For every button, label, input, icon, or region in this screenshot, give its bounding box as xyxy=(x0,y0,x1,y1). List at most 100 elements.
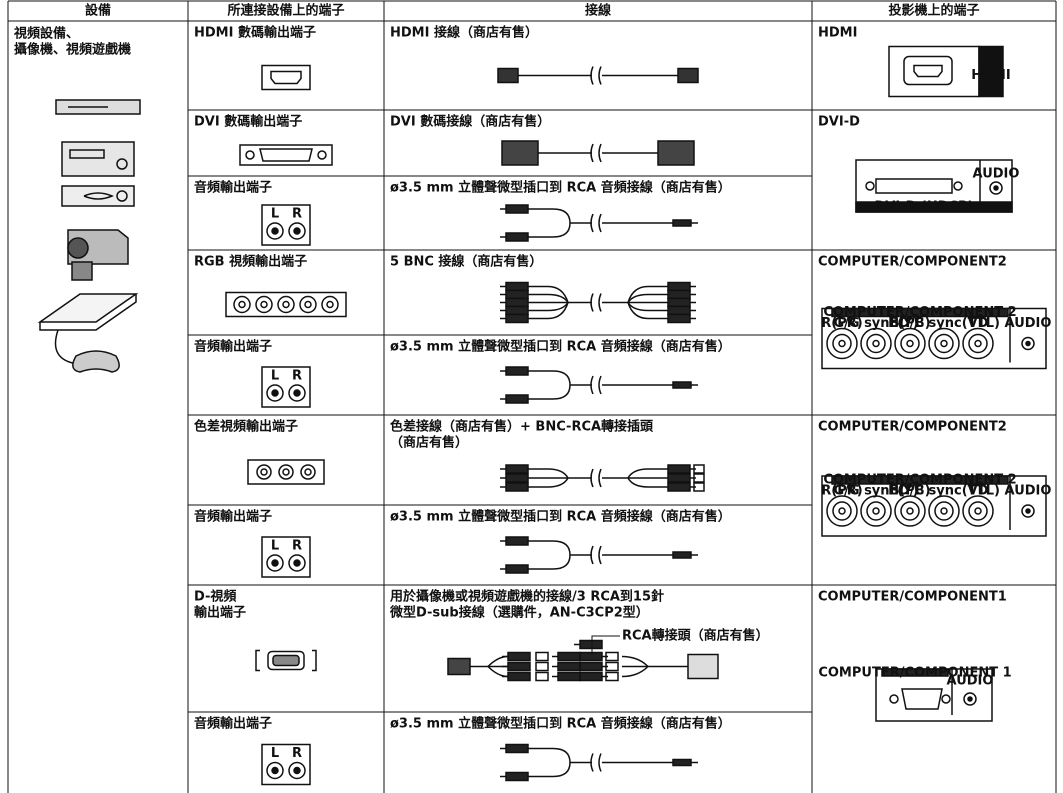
rca-jack-center xyxy=(293,559,301,567)
bnc-jack xyxy=(900,501,920,521)
cable-gap xyxy=(592,292,602,313)
adapter xyxy=(535,651,549,662)
bnc-jack xyxy=(934,333,954,354)
cable-break xyxy=(590,753,602,772)
bnc-jack-center xyxy=(260,300,268,309)
receiver-dial xyxy=(116,190,128,202)
camcorder-lens xyxy=(67,237,89,259)
rca-plug xyxy=(505,394,529,404)
rca-jack-center xyxy=(293,227,301,235)
cable-wire xyxy=(528,540,571,556)
rca-jack-center xyxy=(271,559,279,567)
panel-label: G/G sync(Y) xyxy=(833,316,918,331)
panel-label: COMPUTER/COMPONENT 1 xyxy=(818,666,1011,681)
cable-wire xyxy=(528,747,571,763)
cable-gap xyxy=(592,143,602,163)
mini-plug xyxy=(672,381,692,389)
dvi-plug xyxy=(657,140,695,166)
rca-jack-center xyxy=(304,468,312,476)
rca-plug xyxy=(667,313,691,324)
terminal-name: 音頻輸出端子 xyxy=(194,339,272,355)
panel-label: HD/C sync(TTL) xyxy=(888,484,1000,499)
rca-plug xyxy=(505,366,529,376)
terminal-name: 色差視頻輸出端子 xyxy=(194,419,298,435)
bnc-jack xyxy=(866,501,886,521)
adapter xyxy=(693,482,705,492)
cable-break xyxy=(590,545,602,565)
bnc-jack xyxy=(894,495,926,527)
audio-jack xyxy=(1021,504,1035,518)
panel-label: AUDIO xyxy=(973,167,1020,182)
panel-label: R(PR) xyxy=(821,484,862,499)
adapter xyxy=(605,671,619,682)
bnc-jack xyxy=(962,327,994,360)
dsub-port xyxy=(267,650,305,671)
bnc-jack xyxy=(277,295,295,314)
rca-jack xyxy=(266,222,284,240)
panel-label: AUDIO xyxy=(1005,316,1052,331)
panel-label: AUDIO xyxy=(1005,484,1052,499)
jack-label: L xyxy=(271,746,279,761)
adapter xyxy=(605,661,619,672)
rca-jack-center xyxy=(271,389,279,397)
hdmi-plug xyxy=(497,67,519,84)
mini-plug xyxy=(672,551,692,559)
rca-plug xyxy=(505,305,529,316)
bnc-jack xyxy=(894,327,926,360)
rca-jack xyxy=(266,554,284,572)
cable-name: 用於攝像機或視頻遊戲機的接線/3 RCA到15針 xyxy=(389,589,664,605)
rca-plug xyxy=(505,482,529,492)
cable-wire xyxy=(528,762,571,778)
rca-plug xyxy=(667,464,691,474)
rca-plug xyxy=(505,313,529,324)
equipment-text: 攝像機、視頻遊戲機 xyxy=(14,42,131,58)
receiver-slot xyxy=(83,192,114,200)
jack-label: R xyxy=(292,746,302,761)
cable-name: ø3.5 mm 立體聲微型插口到 RCA 音頻接線（商店有售） xyxy=(390,509,731,525)
dsub-screw xyxy=(941,694,951,704)
cable-wire xyxy=(627,293,668,303)
cable-gap xyxy=(592,545,602,565)
rca-jack-center xyxy=(271,766,279,775)
bnc-jack-center xyxy=(238,300,246,309)
dvi-screw xyxy=(865,181,875,191)
panel-strip xyxy=(831,475,1009,485)
bnc-jack xyxy=(321,295,339,314)
bnc-jack-center xyxy=(326,300,334,309)
audio-terminal xyxy=(261,366,311,408)
dvi-screw xyxy=(317,150,327,160)
vcr-knob xyxy=(116,158,128,170)
cable-break xyxy=(590,375,602,395)
bnc-jack-center xyxy=(872,507,880,515)
terminal-name: 輸出端子 xyxy=(194,605,246,621)
bnc-jack xyxy=(826,495,858,527)
bnc-jack-center xyxy=(906,339,914,348)
bnc-jack-center xyxy=(304,300,312,309)
bnc-jack xyxy=(299,295,317,314)
bnc-jack xyxy=(968,501,988,521)
cable-wire xyxy=(528,554,571,570)
panel-strip xyxy=(881,668,949,677)
terminal-name: D-視頻 xyxy=(194,589,236,605)
header-cell: 接線 xyxy=(585,3,612,19)
jack-label: L xyxy=(271,539,279,554)
rca-plug xyxy=(579,639,603,650)
cable-gap xyxy=(592,468,602,488)
rca-plug xyxy=(557,661,581,672)
rca-plug xyxy=(505,297,529,308)
rca-plug xyxy=(505,743,529,754)
rca-jack xyxy=(256,464,272,480)
bnc-jack xyxy=(832,333,852,354)
rca-plug xyxy=(507,661,531,672)
rca-jack xyxy=(266,384,284,402)
bnc-jack xyxy=(928,327,960,360)
bnc-jack xyxy=(900,333,920,354)
rca-plug xyxy=(505,473,529,483)
dvi-screw xyxy=(953,181,963,191)
dvi-plug xyxy=(501,140,539,166)
rca-plug xyxy=(667,289,691,300)
audio-jack-center xyxy=(993,185,999,191)
bnc-jack-center xyxy=(974,507,982,515)
cable-name: 5 BNC 接線（商店有售） xyxy=(390,254,542,270)
